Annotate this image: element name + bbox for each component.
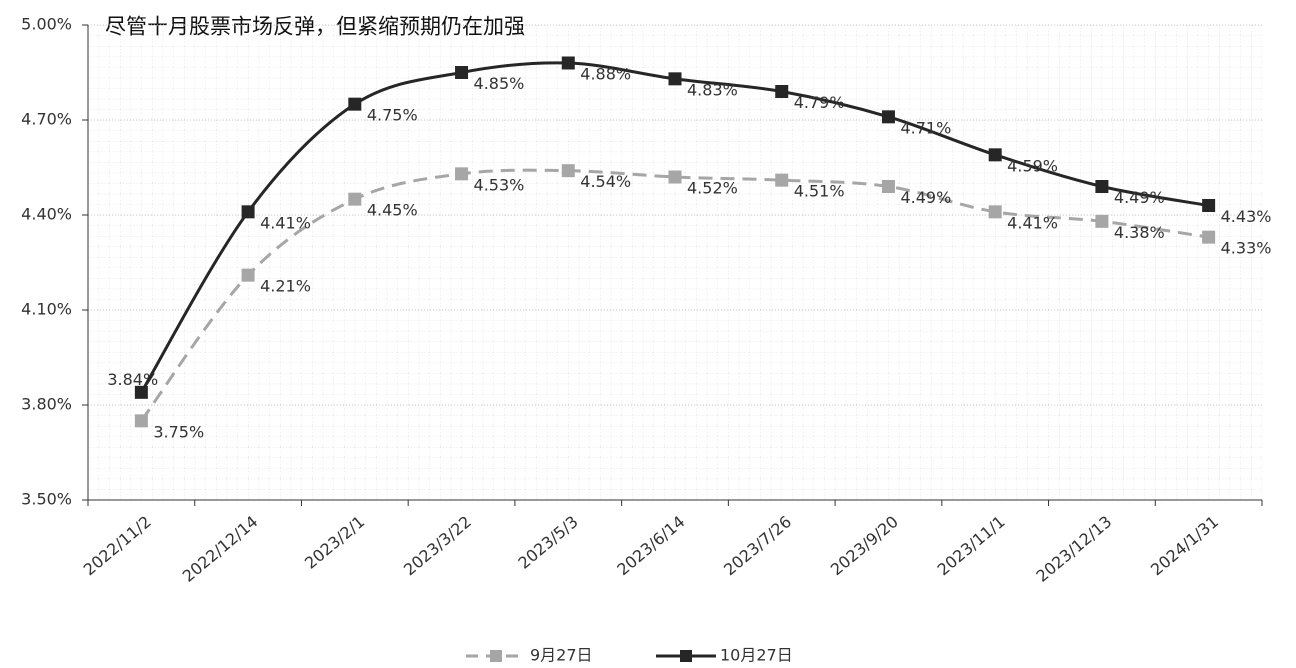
marker — [775, 85, 789, 98]
y-tick-label: 4.10% — [21, 300, 72, 319]
data-label: 4.41% — [1007, 213, 1058, 232]
marker — [1095, 180, 1109, 193]
marker — [1202, 199, 1216, 212]
y-tick-label: 5.00% — [21, 15, 72, 34]
data-label: 4.33% — [1221, 239, 1272, 258]
data-label: 4.71% — [900, 118, 951, 137]
data-label: 4.41% — [260, 213, 311, 232]
marker — [1202, 230, 1216, 244]
data-label: 4.38% — [1114, 223, 1165, 242]
x-tick-label: 2024/1/31 — [1147, 512, 1222, 579]
marker — [881, 180, 895, 193]
marker — [988, 148, 1002, 162]
marker — [1095, 214, 1109, 228]
data-label: 4.49% — [1114, 188, 1165, 207]
y-tick-label: 4.40% — [21, 205, 72, 224]
marker — [561, 164, 575, 178]
minor-grid — [88, 25, 1262, 500]
y-tick-label: 3.80% — [21, 395, 72, 414]
marker — [348, 192, 362, 206]
marker — [134, 385, 148, 399]
data-label: 3.75% — [153, 422, 204, 441]
data-label: 3.84% — [107, 370, 158, 389]
x-tick-label: 2023/9/20 — [827, 512, 902, 579]
data-label: 4.49% — [900, 188, 951, 207]
legend-marker — [490, 650, 502, 662]
marker — [241, 268, 255, 282]
series-line — [140, 61, 1209, 394]
legend-label: 10月27日 — [720, 646, 793, 665]
data-label: 4.79% — [794, 93, 845, 112]
legend-label: 9月27日 — [530, 646, 593, 665]
data-label: 4.52% — [687, 179, 738, 198]
marker — [455, 66, 469, 79]
marker — [668, 170, 682, 184]
data-label: 4.53% — [474, 175, 525, 194]
x-tick-label: 2023/11/1 — [934, 512, 1009, 579]
marker — [881, 110, 895, 124]
x-tick-label: 2023/7/26 — [720, 512, 795, 579]
data-label: 4.43% — [1221, 207, 1272, 226]
data-label: 4.21% — [260, 277, 311, 296]
marker — [775, 173, 789, 187]
x-tick-label: 2022/12/14 — [179, 512, 262, 586]
x-tick-label: 2023/12/13 — [1033, 512, 1116, 586]
marker — [241, 205, 255, 219]
data-label: 4.54% — [580, 172, 631, 191]
data-label: 4.85% — [474, 74, 525, 93]
x-tick-label: 2023/5/3 — [514, 512, 581, 573]
data-label: 4.51% — [794, 182, 845, 201]
x-tick-label: 2023/3/22 — [400, 512, 475, 579]
y-tick-label: 3.50% — [21, 490, 72, 509]
marker — [988, 205, 1002, 219]
data-label: 4.88% — [580, 65, 631, 84]
data-label: 4.83% — [687, 80, 738, 99]
x-tick-label: 2022/11/2 — [80, 512, 155, 579]
y-tick-label: 4.70% — [21, 110, 72, 129]
marker — [561, 56, 575, 70]
chart-title: 尽管十月股票市场反弹，但紧缩预期仍在加强 — [105, 15, 525, 39]
x-tick-label: 2023/6/14 — [613, 512, 688, 579]
marker — [134, 414, 148, 428]
data-label: 4.75% — [367, 106, 418, 125]
marker — [348, 97, 362, 111]
legend-marker — [680, 650, 692, 662]
marker — [668, 72, 682, 86]
marker — [455, 167, 469, 181]
x-tick-label: 2023/2/1 — [301, 512, 368, 573]
data-label: 4.45% — [367, 201, 418, 220]
series-line — [140, 168, 1209, 422]
data-label: 4.59% — [1007, 156, 1058, 175]
